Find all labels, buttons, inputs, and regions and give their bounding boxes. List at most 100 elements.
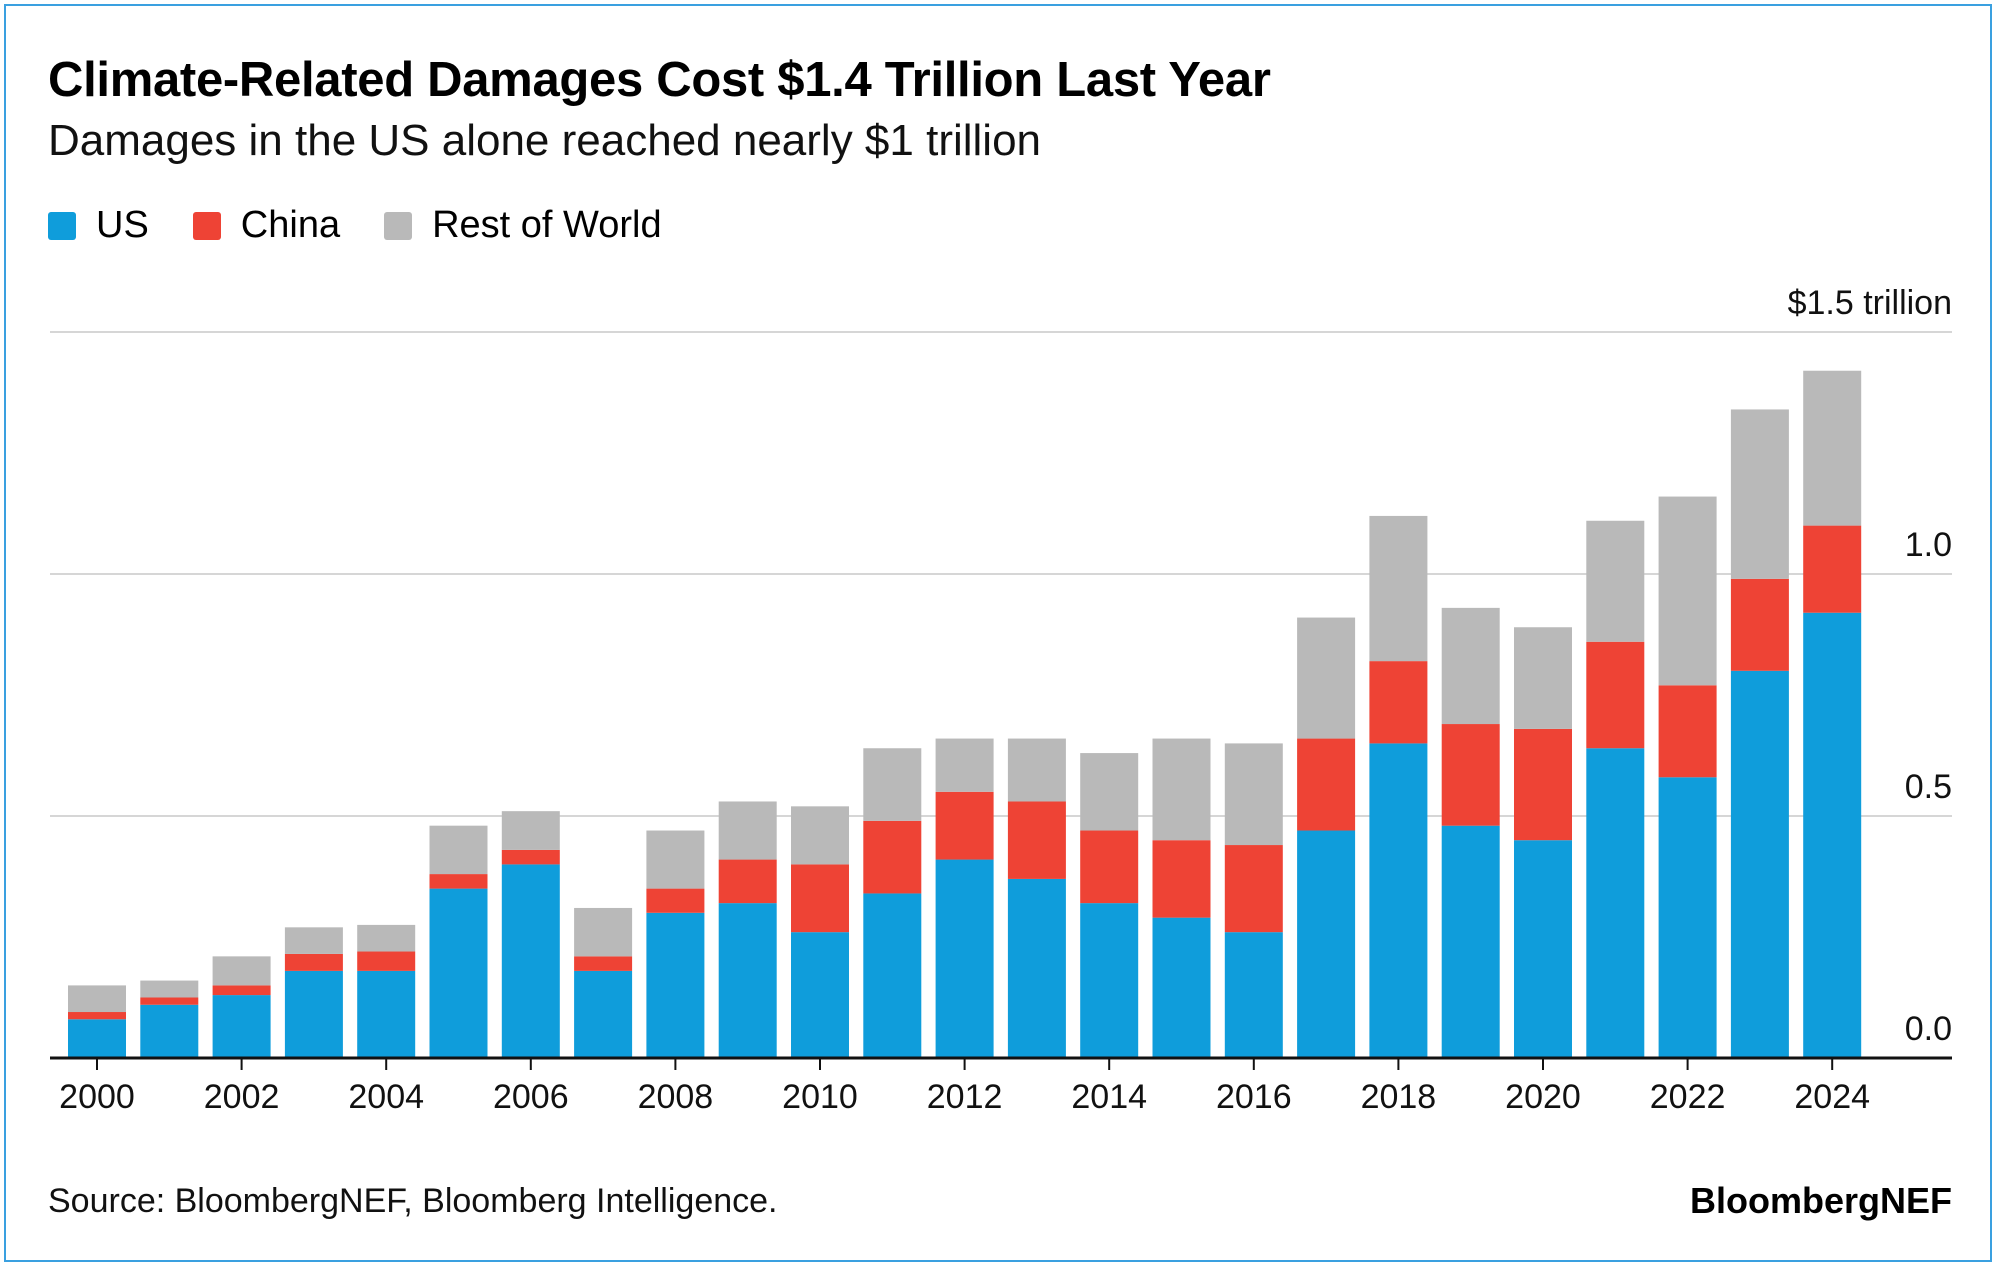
bar-2006-us xyxy=(501,864,560,1058)
bar-2015-china xyxy=(1152,840,1211,918)
legend-label-rest-of-world: Rest of World xyxy=(432,204,662,246)
bar-2000-china xyxy=(68,1012,126,1020)
bar-2016-us xyxy=(1224,932,1283,1058)
bar-2008-rest-of-world xyxy=(646,830,705,889)
x-tick-label-2004: 2004 xyxy=(348,1078,424,1116)
bar-2008-us xyxy=(646,912,705,1058)
bar-2007-us xyxy=(574,970,633,1058)
bar-2017-rest-of-world xyxy=(1297,617,1356,739)
bar-2013-us xyxy=(1007,878,1066,1058)
bar-2013-rest-of-world xyxy=(1007,738,1066,802)
bar-2019-us xyxy=(1441,825,1500,1058)
bar-2020-rest-of-world xyxy=(1514,627,1572,729)
bar-2005-rest-of-world xyxy=(429,825,488,875)
bar-2016-rest-of-world xyxy=(1224,743,1283,846)
source-note: Source: BloombergNEF, Bloomberg Intellig… xyxy=(48,1182,778,1220)
bar-2019-china xyxy=(1441,724,1500,826)
bar-2002-rest-of-world xyxy=(212,956,271,986)
bar-2003-rest-of-world xyxy=(284,927,343,954)
bar-2001-china xyxy=(140,997,199,1005)
bar-2004-china xyxy=(357,951,416,971)
brand-logo: BloombergNEF xyxy=(1689,1180,1952,1221)
bar-2010-us xyxy=(791,932,849,1058)
bar-2009-us xyxy=(718,903,777,1058)
legend-item-us: US xyxy=(48,204,149,247)
x-tick-label-2022: 2022 xyxy=(1650,1078,1726,1116)
bar-2017-china xyxy=(1297,738,1356,831)
y-tick-label-3: $1.5 trillion xyxy=(1788,284,1952,322)
bar-2000-rest-of-world xyxy=(68,985,126,1013)
legend-swatch-us xyxy=(48,211,76,240)
x-tick-label-2012: 2012 xyxy=(927,1078,1003,1116)
bar-2024-china xyxy=(1803,525,1862,613)
chart-subtitle: Damages in the US alone reached nearly $… xyxy=(48,116,1042,165)
x-tick-label-2016: 2016 xyxy=(1216,1078,1292,1116)
bar-2011-rest-of-world xyxy=(863,748,922,821)
bar-2014-rest-of-world xyxy=(1080,753,1139,831)
bar-2007-china xyxy=(574,956,633,971)
bar-2002-china xyxy=(212,985,271,996)
bar-2024-us xyxy=(1803,612,1862,1058)
bar-2022-us xyxy=(1658,777,1717,1058)
x-tick-label-2018: 2018 xyxy=(1361,1078,1437,1116)
chart-title: Climate-Related Damages Cost $1.4 Trilli… xyxy=(48,53,1271,107)
bar-2022-china xyxy=(1658,685,1717,778)
bar-2022-rest-of-world xyxy=(1658,496,1717,686)
legend-swatch-china xyxy=(192,211,221,240)
legend-swatch-rest-of-world xyxy=(384,211,413,240)
bar-2009-china xyxy=(718,859,777,904)
bar-2015-us xyxy=(1152,917,1211,1058)
y-tick-label-1: 0.5 xyxy=(1905,768,1952,806)
legend: US China Rest of World xyxy=(48,204,706,247)
x-tick-label-2010: 2010 xyxy=(782,1078,858,1116)
legend-item-rest-of-world: Rest of World xyxy=(384,204,662,247)
bar-2019-rest-of-world xyxy=(1441,607,1500,725)
legend-label-us: US xyxy=(96,204,149,246)
legend-label-china: China xyxy=(240,204,341,246)
bar-2018-china xyxy=(1369,661,1428,744)
bar-2005-us xyxy=(429,888,488,1058)
bar-2010-rest-of-world xyxy=(791,806,849,865)
bar-2003-us xyxy=(284,970,343,1058)
x-tick-label-2024: 2024 xyxy=(1794,1078,1870,1116)
bar-2020-us xyxy=(1514,840,1572,1058)
legend-item-china: China xyxy=(192,204,341,247)
bar-2021-rest-of-world xyxy=(1586,520,1645,642)
bar-2023-rest-of-world xyxy=(1730,409,1789,579)
bar-2012-china xyxy=(935,791,994,860)
bar-2023-china xyxy=(1730,578,1789,671)
bar-2018-rest-of-world xyxy=(1369,515,1428,662)
bar-2007-rest-of-world xyxy=(574,907,633,957)
bar-2005-china xyxy=(429,874,488,889)
x-tick-label-2002: 2002 xyxy=(204,1078,280,1116)
bar-2011-china xyxy=(863,820,922,894)
bar-2006-china xyxy=(501,849,560,865)
bar-2004-us xyxy=(357,970,416,1058)
chart-frame xyxy=(4,4,1992,1262)
bar-2014-china xyxy=(1080,830,1139,904)
bar-2012-us xyxy=(935,859,994,1058)
x-tick-label-2006: 2006 xyxy=(493,1078,569,1116)
x-tick-label-2000: 2000 xyxy=(59,1078,135,1116)
bar-2004-rest-of-world xyxy=(357,924,416,952)
bar-2023-us xyxy=(1730,670,1789,1058)
y-tick-label-2: 1.0 xyxy=(1905,526,1952,564)
bar-2017-us xyxy=(1297,830,1356,1058)
bar-2006-rest-of-world xyxy=(501,811,560,850)
x-tick-label-2008: 2008 xyxy=(638,1078,714,1116)
bar-2020-china xyxy=(1514,728,1572,841)
bar-2016-china xyxy=(1224,845,1283,933)
bar-2002-us xyxy=(212,995,271,1058)
bar-2000-us xyxy=(68,1019,126,1058)
bar-2018-us xyxy=(1369,743,1428,1058)
bar-2008-china xyxy=(646,888,705,913)
x-tick-label-2020: 2020 xyxy=(1505,1078,1581,1116)
bar-2010-china xyxy=(791,864,849,933)
bar-2014-us xyxy=(1080,903,1139,1058)
x-tick-label-2014: 2014 xyxy=(1071,1078,1147,1116)
bar-2024-rest-of-world xyxy=(1803,370,1862,526)
bar-2011-us xyxy=(863,893,922,1058)
bar-2001-rest-of-world xyxy=(140,980,199,998)
bar-2012-rest-of-world xyxy=(935,738,994,792)
